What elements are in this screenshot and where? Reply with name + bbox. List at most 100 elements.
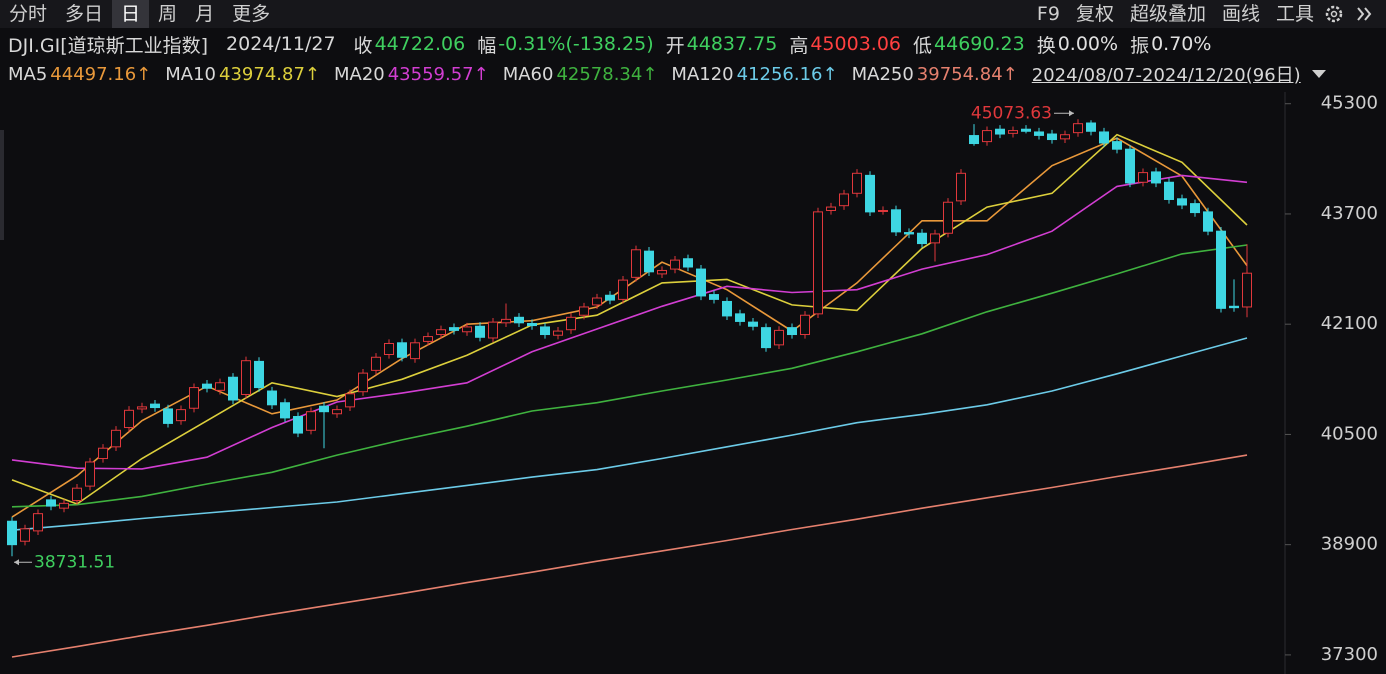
candle-body [462, 326, 472, 333]
candle-body [579, 306, 589, 316]
info-label: 高 [789, 34, 809, 57]
candle-body [1242, 272, 1252, 308]
candle-body [306, 411, 316, 431]
candle-body [1216, 230, 1226, 309]
candle-body [527, 323, 537, 327]
candle-body [904, 232, 914, 235]
info-label: 收 [353, 34, 373, 57]
candle-body [1125, 148, 1135, 184]
candle-body [1034, 131, 1044, 136]
candle-body [696, 268, 706, 297]
y-tick-label: 43700 [1321, 203, 1378, 224]
date-range[interactable]: 2024/08/07-2024/12/20(96日) [1031, 65, 1301, 86]
ma-legend: MA5 44497.16↑ MA10 43974.87↑ MA20 43559.57↑ MA… [0, 60, 1386, 88]
candle-body [241, 360, 251, 395]
candle-body [839, 193, 849, 207]
tab[interactable]: 周 [158, 3, 178, 25]
candle-body [553, 330, 563, 336]
ma-line [11, 244, 1248, 508]
candle-body [722, 300, 732, 317]
tab[interactable]: 更多 [232, 3, 271, 25]
info-value: 0.00% [1057, 33, 1119, 55]
info-value: 44690.23 [934, 33, 1025, 55]
ma-line [11, 133, 1248, 505]
range-dropdown[interactable] [1309, 64, 1329, 84]
candle-body [1151, 171, 1161, 184]
candle-body [995, 128, 1005, 135]
candle-body [735, 313, 745, 322]
min-label: 38731.51 [34, 552, 115, 572]
candle-body [813, 211, 823, 315]
candle-body [163, 408, 173, 424]
candle-body [371, 356, 381, 371]
candle-body [449, 327, 459, 331]
candle-body [930, 233, 940, 244]
candle-body [1177, 198, 1187, 206]
candle-body [1021, 128, 1031, 132]
candle-body [683, 258, 693, 268]
legend-name: MA60 [502, 63, 554, 85]
tab[interactable]: 多日 [65, 3, 104, 25]
candle-body [1073, 123, 1083, 134]
candle-body [891, 209, 901, 233]
tool[interactable]: 工具 [1275, 3, 1314, 25]
legend-value: 42578.34↑ [556, 63, 658, 85]
legend-value: 39754.84↑ [916, 63, 1018, 85]
date: 2024/11/27 [226, 33, 336, 55]
candle-body [189, 387, 199, 409]
candle-body [852, 172, 862, 194]
candle-body [397, 342, 407, 358]
legend-name: MA10 [165, 63, 217, 85]
toolbar: 分时 多日日周月更多 F9 复权 超级叠加 画线 工具 [0, 0, 1386, 28]
candle-body [761, 327, 771, 349]
candle-body [917, 232, 927, 245]
candle-body [1229, 305, 1239, 309]
legend-name: MA120 [671, 63, 734, 85]
candle-body [72, 487, 82, 502]
tool[interactable]: 复权 [1075, 3, 1114, 25]
candle-body [1164, 181, 1174, 200]
legend-name: MA250 [851, 63, 914, 85]
candle-body [631, 249, 641, 278]
legend-value: 41256.16↑ [736, 63, 838, 85]
settings-icon-core [1330, 10, 1338, 18]
candle-body [774, 329, 784, 346]
tool[interactable]: 画线 [1221, 3, 1260, 25]
candle-body [332, 409, 342, 415]
info-bar: DJI.GI[道琼斯工业指数] 2024/11/27 收 44722.06 幅 -0.31… [0, 30, 1386, 58]
candle-body [865, 174, 875, 213]
candle-body [592, 297, 602, 306]
ma-line [11, 454, 1248, 658]
candle-body [1047, 133, 1057, 141]
candle-body [20, 528, 30, 542]
candle-body [982, 130, 992, 143]
tool[interactable]: F9 [1036, 3, 1060, 25]
candle-body [605, 294, 615, 301]
ma-line [11, 137, 1248, 518]
candle-body [7, 520, 17, 546]
candle-body [46, 499, 56, 507]
tab[interactable]: 日 [112, 0, 150, 28]
scroll-hint [0, 130, 4, 240]
y-tick-label: 40500 [1321, 423, 1378, 444]
candle-body [644, 250, 654, 273]
candle-body [800, 314, 810, 336]
candle-body [98, 447, 108, 460]
toolbar-icons[interactable] [1322, 0, 1386, 28]
tab[interactable]: 分时 [9, 3, 48, 25]
candle-body [1099, 131, 1109, 144]
legend-value: 44497.16↑ [50, 63, 152, 85]
candle-body [358, 372, 368, 393]
candle-body [293, 416, 303, 434]
candle-body [969, 135, 979, 145]
candle-body [85, 461, 95, 487]
tool[interactable]: 超级叠加 [1129, 3, 1206, 25]
info-value: -0.31%(-138.25) [498, 33, 654, 55]
y-tick-label: 42100 [1321, 313, 1378, 334]
candle-body [137, 406, 147, 410]
candle-body [59, 502, 69, 509]
tab[interactable]: 月 [195, 3, 215, 25]
candle-body [657, 269, 667, 275]
candle-body [319, 405, 329, 413]
candle-body [943, 201, 953, 234]
